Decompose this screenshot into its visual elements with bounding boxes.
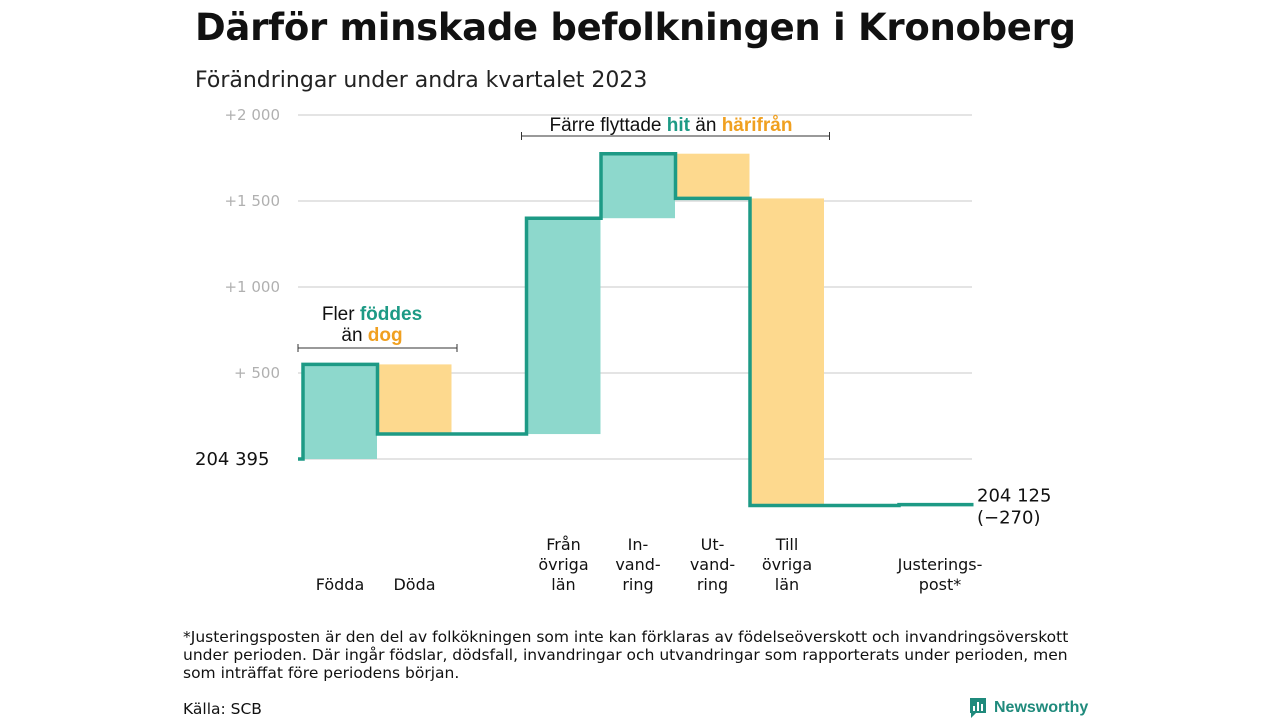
y-tick-label: +1 500 — [224, 192, 280, 210]
category-label: Födda — [316, 575, 365, 594]
y-tick-label: +2 000 — [224, 106, 280, 124]
annotation-text: Färre flyttade hit än härifrån — [550, 115, 793, 136]
waterfall-bar-invandring — [601, 153, 675, 219]
category-label: ring — [697, 575, 728, 594]
chart-title: Därför minskade befolkningen i Kronoberg — [195, 6, 1076, 49]
category-label: Justerings- — [897, 555, 983, 574]
waterfall-bar-döda — [377, 364, 452, 435]
category-label: övriga — [538, 555, 588, 574]
annotation-segment: än — [341, 325, 367, 346]
newsworthy-logo: Newsworthy — [968, 697, 1088, 719]
start-value-label: 204 395 — [195, 449, 269, 470]
category-label: vand- — [615, 555, 660, 574]
annotation-segment: härifrån — [722, 115, 793, 136]
category-label: post* — [919, 575, 962, 594]
end-value-label: 204 125 — [977, 486, 1051, 507]
brand-name: Newsworthy — [994, 699, 1089, 716]
category-label: län — [551, 575, 575, 594]
annotation-segment: föddes — [360, 304, 422, 325]
y-tick-label: +1 000 — [224, 278, 280, 296]
category-label: Från — [546, 535, 581, 554]
y-tick-label: + 500 — [234, 364, 280, 382]
footnote: *Justeringsposten är den del av folkökni… — [183, 628, 1069, 682]
waterfall-bar-frånövrigalän — [526, 218, 601, 435]
annotation-segment: Fler — [322, 304, 360, 325]
annotation-segment: dog — [368, 325, 403, 346]
newsworthy-logo-icon — [970, 698, 986, 718]
category-label: län — [775, 575, 799, 594]
annotation-text: än dog — [341, 325, 402, 346]
category-label: Döda — [393, 575, 435, 594]
category-label: ring — [622, 575, 653, 594]
waterfall-bar-födda — [303, 364, 377, 459]
annotation-segment: än — [690, 115, 722, 136]
category-label: In- — [628, 535, 649, 554]
chart-subtitle: Förändringar under andra kvartalet 2023 — [195, 68, 648, 93]
annotation-segment: Färre flyttade — [550, 115, 667, 136]
category-label: Till — [775, 535, 799, 554]
cumulative-step-line — [298, 151, 974, 508]
category-label: Ut- — [701, 535, 725, 554]
annotation-text: Fler föddes — [322, 304, 422, 325]
annotation-segment: hit — [667, 115, 691, 136]
category-label: vand- — [690, 555, 735, 574]
net-change-label: (−270) — [977, 508, 1040, 529]
waterfall-bar-tillövrigalän — [750, 198, 824, 506]
category-label: övriga — [762, 555, 812, 574]
source-text: Källa: SCB — [183, 700, 262, 718]
waterfall-bar-utvandring — [675, 153, 750, 199]
